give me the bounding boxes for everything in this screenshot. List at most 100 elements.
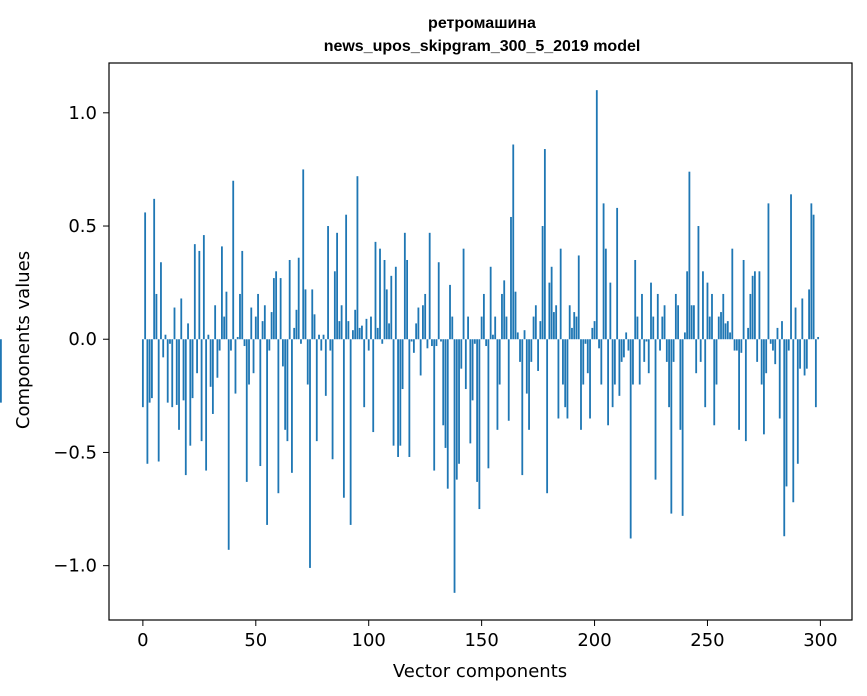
bar: [327, 226, 329, 340]
bar: [383, 259, 386, 340]
bar: [505, 316, 508, 340]
bar: [661, 316, 664, 340]
bar: [758, 271, 761, 340]
bar: [469, 339, 472, 444]
bar: [374, 241, 377, 340]
chart-subtitle: news_upos_skipgram_300_5_2019 model: [324, 38, 641, 55]
bar: [329, 339, 332, 351]
bar: [309, 339, 311, 568]
bar: [695, 339, 698, 374]
bar: [568, 305, 571, 340]
bar: [512, 144, 515, 340]
bar: [352, 330, 354, 340]
bar: [311, 289, 314, 340]
bar: [182, 339, 185, 401]
bar: [625, 332, 628, 340]
bar: [248, 339, 250, 385]
bar: [654, 339, 657, 480]
bar: [482, 293, 485, 340]
bar: [638, 339, 641, 385]
bar: [390, 275, 393, 340]
bar: [146, 339, 149, 464]
bar: [230, 339, 232, 351]
bar: [720, 312, 722, 340]
bar: [557, 339, 560, 419]
bar: [492, 334, 494, 340]
bar: [643, 339, 646, 362]
bar: [726, 321, 729, 340]
bar: [742, 259, 745, 340]
x-tick-label: 250: [690, 630, 724, 651]
bar: [706, 282, 709, 340]
bar: [498, 339, 501, 385]
bar: [525, 339, 528, 394]
bar: [681, 339, 684, 516]
bar: [494, 316, 497, 340]
bar: [320, 339, 323, 351]
bar: [516, 332, 519, 340]
bar: [751, 275, 754, 340]
bar: [196, 339, 198, 374]
bar: [659, 339, 661, 351]
x-tick-label: 50: [244, 630, 267, 651]
bar: [455, 339, 458, 480]
bar: [496, 339, 499, 430]
bar: [598, 339, 600, 349]
bar: [790, 194, 792, 340]
bar: [611, 339, 614, 408]
bar: [670, 339, 673, 514]
bar: [318, 334, 320, 340]
bar: [717, 316, 720, 340]
y-tick-label: 0.5: [68, 216, 97, 237]
bar: [632, 339, 634, 385]
bar: [431, 339, 433, 347]
bar: [731, 248, 734, 340]
bar: [733, 339, 736, 351]
bar: [252, 339, 255, 374]
bar: [799, 339, 801, 369]
bar: [519, 339, 521, 362]
bar: [776, 327, 779, 340]
bar: [218, 339, 221, 351]
bar: [686, 271, 689, 340]
bar: [584, 339, 587, 344]
bar: [166, 339, 169, 403]
bar: [480, 316, 483, 340]
y-tick-label: 0.0: [68, 329, 97, 350]
bar: [674, 293, 677, 340]
bar: [268, 339, 271, 351]
bar: [277, 339, 280, 494]
bar: [275, 271, 278, 340]
bar: [489, 266, 492, 340]
bar: [361, 325, 363, 340]
chart-title: ретромашина: [428, 15, 536, 32]
bar: [225, 291, 228, 340]
bar: [354, 309, 357, 340]
bar: [575, 316, 578, 340]
bar: [381, 339, 384, 344]
bar: [291, 339, 293, 473]
bar: [340, 305, 343, 340]
y-axis-ticks: −1.0 −0.5 0.0 0.5 1.0: [53, 103, 109, 577]
bar: [313, 314, 316, 340]
bar: [485, 339, 488, 347]
bar: [552, 312, 555, 340]
bar: [401, 339, 404, 390]
bar: [747, 327, 750, 340]
bar: [221, 246, 223, 340]
bar: [501, 293, 503, 340]
bar: [433, 339, 436, 471]
bar: [528, 339, 530, 430]
bar: [593, 321, 596, 340]
bar: [656, 293, 659, 340]
bar: [641, 293, 643, 340]
bar: [293, 327, 296, 340]
bar: [356, 176, 359, 340]
bar: [281, 339, 284, 367]
bar: [487, 339, 490, 469]
bar: [783, 339, 786, 537]
bar: [623, 339, 625, 358]
bar: [812, 214, 815, 340]
bar: [749, 293, 752, 340]
